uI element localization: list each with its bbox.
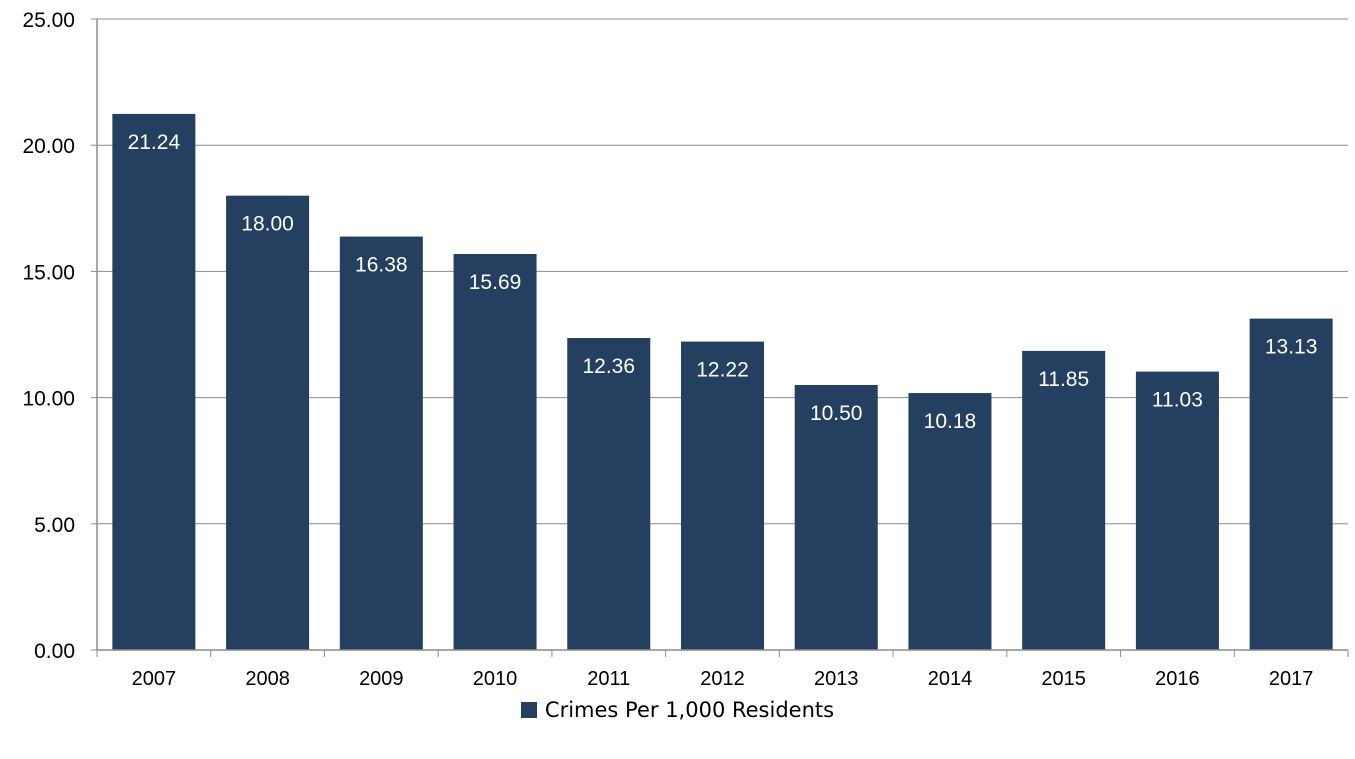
bar: [567, 338, 651, 650]
bar: [112, 113, 196, 650]
data-label: 11.03: [1152, 389, 1203, 412]
data-label: 15.69: [469, 271, 522, 294]
bar: [1135, 371, 1219, 650]
x-tick-label: 2007: [132, 668, 177, 690]
bar: [1249, 318, 1333, 650]
data-label: 13.13: [1265, 336, 1318, 359]
legend-label: Crimes Per 1,000 Residents: [544, 698, 835, 722]
data-label: 10.18: [924, 410, 977, 433]
data-label: 21.24: [128, 131, 181, 154]
data-label: 11.85: [1038, 368, 1089, 391]
bar: [226, 195, 310, 650]
data-label: 16.38: [355, 254, 408, 277]
x-tick-label: 2011: [587, 668, 630, 690]
data-label: 18.00: [241, 213, 294, 236]
data-label: 12.36: [582, 355, 635, 378]
bar: [339, 236, 423, 651]
labels: 0.00 5.00 10.00 15.00 20.00 25.00 21.24 2007 18.…: [22, 9, 1317, 690]
x-tick-label: 2012: [700, 668, 745, 690]
bar: [680, 341, 765, 650]
x-tick-label: 2009: [359, 668, 404, 690]
bars: [112, 113, 1333, 651]
x-tick-label: 2016: [1155, 668, 1200, 690]
y-tick-label: 20.00: [22, 135, 75, 158]
x-tick-label: 2017: [1269, 668, 1314, 690]
data-label: 12.22: [696, 359, 749, 382]
legend-swatch: [520, 702, 537, 718]
x-tick-label: 2015: [1041, 668, 1086, 690]
bar: [1022, 350, 1106, 650]
x-tick-label: 2013: [814, 668, 859, 690]
y-tick-label: 15.00: [22, 261, 75, 284]
y-tick-label: 10.00: [22, 388, 75, 411]
bar: [908, 393, 992, 650]
legend: Crimes Per 1,000 Residents: [0, 694, 1355, 726]
y-tick-label: 0.00: [34, 640, 75, 663]
bar: [794, 384, 878, 650]
bar: [453, 253, 537, 650]
axes: [91, 18, 1349, 657]
x-tick-label: 2014: [928, 668, 973, 690]
x-tick-label: 2008: [245, 668, 290, 690]
y-tick-label: 5.00: [34, 514, 75, 537]
y-tick-label: 25.00: [22, 9, 75, 32]
x-tick-label: 2010: [473, 668, 518, 690]
data-label: 10.50: [810, 402, 863, 425]
